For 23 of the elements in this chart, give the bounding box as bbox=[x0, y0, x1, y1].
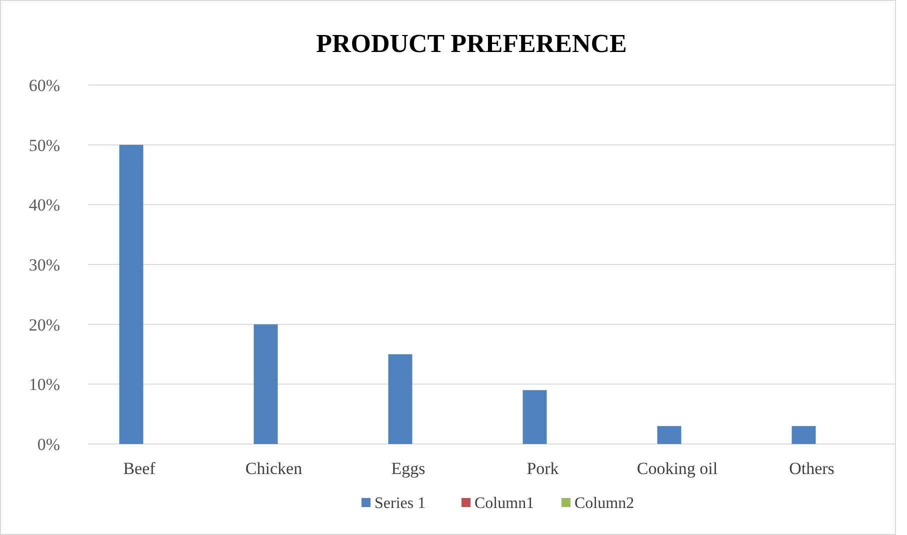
y-tick-label: 10% bbox=[28, 375, 60, 394]
x-tick-label: Chicken bbox=[245, 459, 303, 478]
x-tick-label: Eggs bbox=[391, 459, 426, 478]
bar bbox=[792, 426, 816, 444]
bar bbox=[119, 144, 144, 444]
chart-title: PRODUCT PREFERENCE bbox=[316, 29, 627, 58]
x-tick-label: Beef bbox=[123, 459, 156, 478]
bar bbox=[388, 354, 412, 444]
y-tick-label: 20% bbox=[28, 315, 60, 334]
bar bbox=[254, 324, 278, 444]
bar bbox=[657, 426, 682, 444]
x-tick-label: Cooking oil bbox=[636, 459, 718, 478]
legend-label: Column2 bbox=[574, 495, 634, 512]
x-tick-label: Pork bbox=[526, 459, 560, 478]
y-tick-label: 0% bbox=[37, 434, 60, 454]
y-tick-label: 60% bbox=[28, 76, 60, 95]
y-tick-label: 50% bbox=[28, 136, 60, 155]
y-tick-label: 30% bbox=[28, 255, 60, 274]
legend-label: Series 1 bbox=[374, 495, 426, 512]
y-tick-label: 40% bbox=[28, 196, 60, 215]
x-tick-label: Others bbox=[789, 459, 834, 478]
legend-label: Column1 bbox=[474, 495, 534, 512]
bar bbox=[522, 390, 547, 444]
